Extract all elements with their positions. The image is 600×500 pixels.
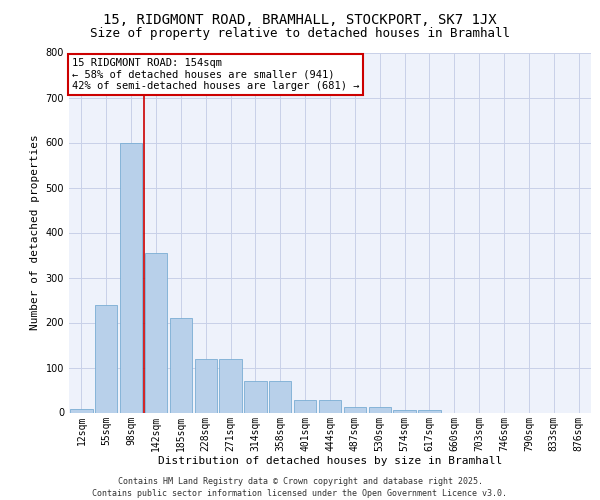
Bar bbox=[145, 253, 167, 412]
Bar bbox=[394, 410, 416, 412]
Bar bbox=[194, 360, 217, 412]
Bar bbox=[244, 381, 266, 412]
Text: 15, RIDGMONT ROAD, BRAMHALL, STOCKPORT, SK7 1JX: 15, RIDGMONT ROAD, BRAMHALL, STOCKPORT, … bbox=[103, 12, 497, 26]
Bar bbox=[95, 304, 118, 412]
Bar bbox=[220, 360, 242, 412]
Bar bbox=[418, 410, 440, 412]
Text: Contains HM Land Registry data © Crown copyright and database right 2025.
Contai: Contains HM Land Registry data © Crown c… bbox=[92, 476, 508, 498]
X-axis label: Distribution of detached houses by size in Bramhall: Distribution of detached houses by size … bbox=[158, 456, 502, 466]
Y-axis label: Number of detached properties: Number of detached properties bbox=[30, 134, 40, 330]
Bar bbox=[344, 407, 366, 412]
Text: Size of property relative to detached houses in Bramhall: Size of property relative to detached ho… bbox=[90, 28, 510, 40]
Bar bbox=[70, 409, 92, 412]
Bar bbox=[170, 318, 192, 412]
Bar bbox=[319, 400, 341, 412]
Bar bbox=[368, 407, 391, 412]
Text: 15 RIDGMONT ROAD: 154sqm
← 58% of detached houses are smaller (941)
42% of semi-: 15 RIDGMONT ROAD: 154sqm ← 58% of detach… bbox=[71, 58, 359, 91]
Bar bbox=[120, 142, 142, 412]
Bar bbox=[269, 381, 292, 412]
Bar bbox=[294, 400, 316, 412]
